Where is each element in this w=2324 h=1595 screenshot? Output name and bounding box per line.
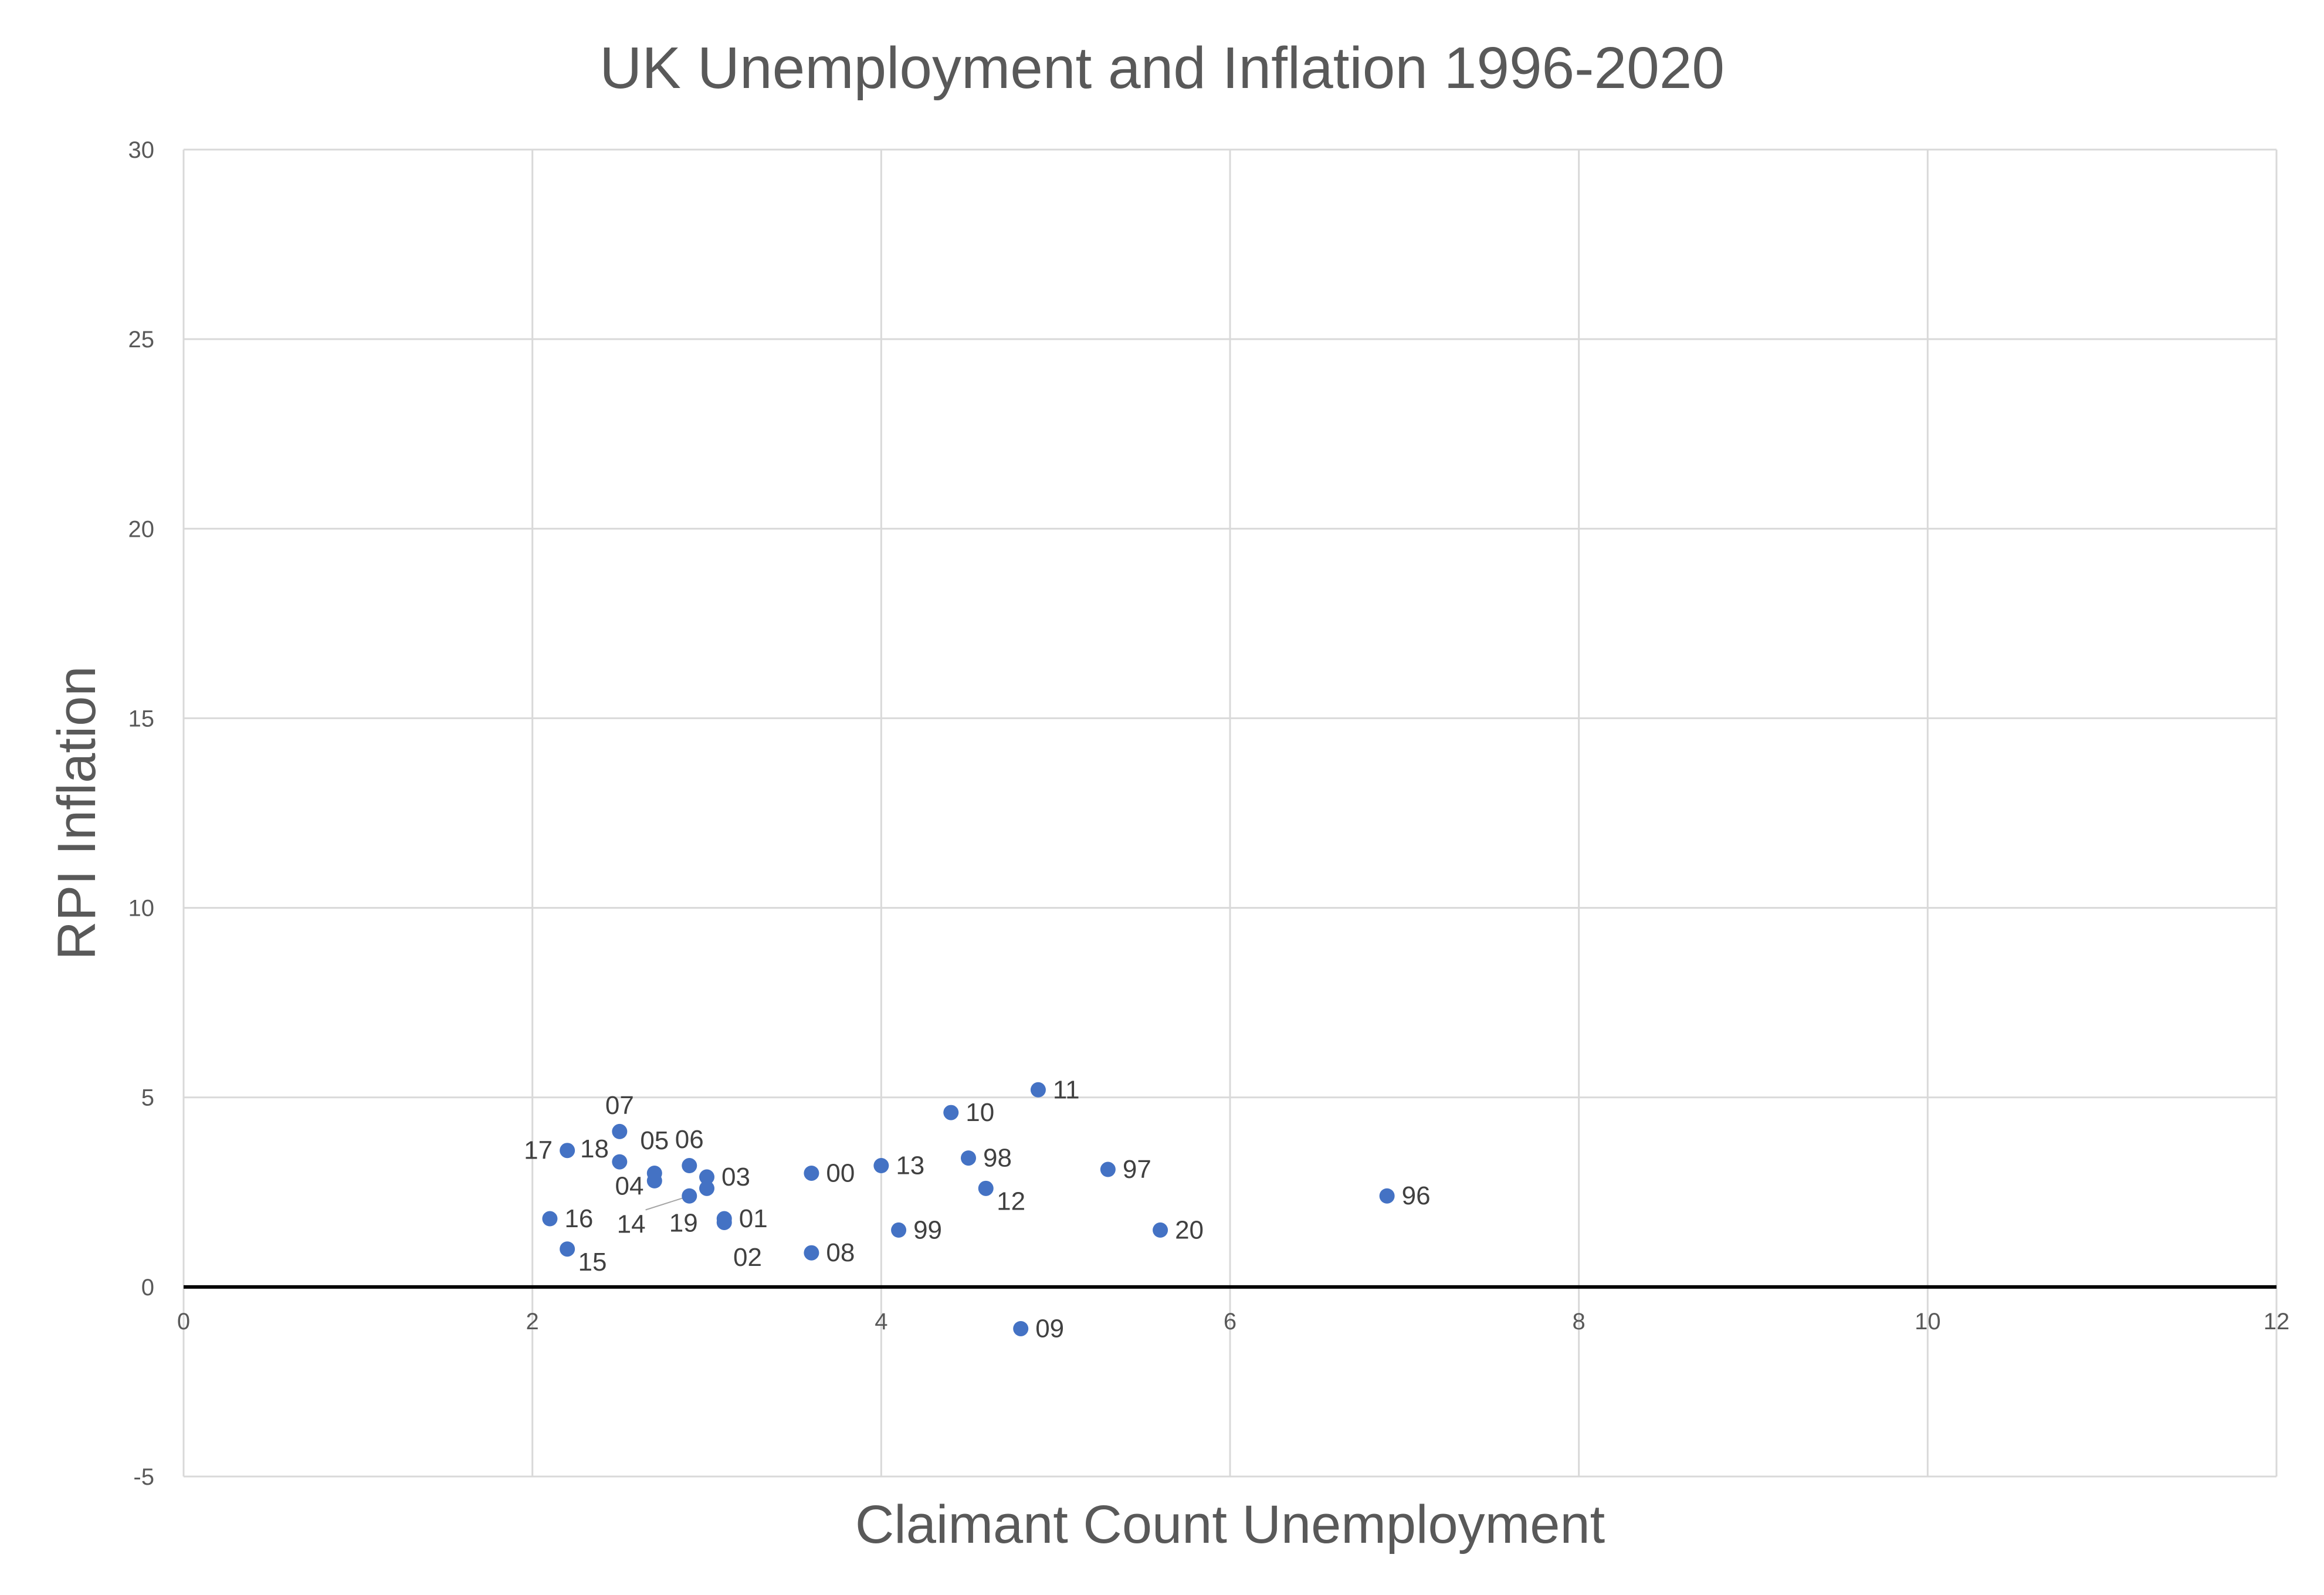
data-label-08: 08 (826, 1238, 855, 1267)
data-label-11: 11 (1053, 1075, 1080, 1104)
data-point-15 (560, 1241, 575, 1257)
data-label-98: 98 (983, 1144, 1012, 1173)
x-axis-title: Claimant Count Unemployment (855, 1495, 1605, 1555)
data-label-18: 18 (580, 1135, 609, 1163)
data-point-11 (1030, 1082, 1046, 1098)
y-tick-label: 20 (128, 516, 155, 542)
data-label-09: 09 (1035, 1314, 1064, 1343)
data-label-02: 02 (733, 1243, 762, 1272)
data-point-13 (873, 1158, 889, 1174)
data-point-03 (699, 1169, 714, 1185)
data-point-14 (682, 1188, 697, 1204)
data-point-99 (891, 1222, 907, 1238)
data-point-07 (612, 1123, 628, 1139)
data-label-01: 01 (739, 1204, 768, 1233)
data-label-05: 05 (640, 1126, 669, 1155)
x-tick-label: 0 (177, 1309, 190, 1335)
label-leader-lines (645, 1195, 690, 1211)
data-label-13: 13 (896, 1152, 924, 1180)
data-label-96: 96 (1402, 1181, 1431, 1210)
data-label-04: 04 (615, 1172, 643, 1201)
y-tick-label: -5 (133, 1464, 154, 1490)
data-label-17: 17 (524, 1136, 553, 1165)
x-tick-label: 10 (1915, 1309, 1941, 1335)
data-label-15: 15 (578, 1248, 607, 1276)
data-point-08 (804, 1245, 819, 1261)
data-point-06 (682, 1158, 697, 1174)
data-label-10: 10 (965, 1098, 994, 1127)
y-tick-label: 30 (128, 137, 155, 163)
data-point-02 (716, 1214, 732, 1230)
x-tick-label: 8 (1573, 1309, 1586, 1335)
data-labels: 04 05 03 18 19 01 02 06 07 14 00 13 16 17 98 99 08 12 15 10… (524, 1075, 1430, 1343)
data-points (542, 1082, 1395, 1336)
data-point-00 (804, 1165, 819, 1181)
data-label-03: 03 (721, 1163, 750, 1191)
data-point-10 (943, 1105, 959, 1120)
data-label-14: 14 (617, 1210, 646, 1238)
y-tick-label: 25 (128, 327, 155, 353)
chart-title: UK Unemployment and Inflation 1996-2020 (599, 35, 1725, 101)
gridlines (182, 148, 2278, 1478)
data-label-20: 20 (1175, 1215, 1204, 1244)
data-label-07: 07 (605, 1091, 634, 1120)
y-axis-title: RPI Inflation (47, 666, 107, 960)
data-point-96 (1379, 1188, 1395, 1204)
data-point-98 (961, 1150, 976, 1166)
data-label-19: 19 (669, 1209, 698, 1238)
data-label-97: 97 (1123, 1155, 1151, 1184)
x-tick-label: 6 (1224, 1309, 1236, 1335)
data-point-05 (646, 1173, 662, 1188)
x-tick-label: 4 (875, 1309, 887, 1335)
y-tick-label: 0 (141, 1275, 154, 1301)
y-tick-label: 10 (128, 896, 155, 922)
data-label-16: 16 (564, 1204, 593, 1233)
data-label-06: 06 (675, 1125, 704, 1154)
y-tick-label: 5 (141, 1085, 154, 1111)
x-tick-label: 2 (526, 1309, 539, 1335)
data-label-00: 00 (826, 1159, 855, 1187)
data-point-17 (560, 1143, 575, 1159)
leader-line-14 (645, 1195, 690, 1211)
data-label-12: 12 (997, 1187, 1025, 1216)
data-point-12 (978, 1180, 994, 1196)
data-point-97 (1100, 1161, 1116, 1177)
data-point-19 (699, 1180, 714, 1196)
data-point-16 (542, 1211, 558, 1227)
data-point-09 (1013, 1320, 1029, 1336)
data-point-18 (612, 1154, 628, 1170)
data-label-99: 99 (913, 1215, 942, 1244)
data-point-20 (1153, 1222, 1168, 1238)
y-tick-label: 15 (128, 706, 155, 732)
x-tick-label: 12 (2264, 1309, 2290, 1335)
